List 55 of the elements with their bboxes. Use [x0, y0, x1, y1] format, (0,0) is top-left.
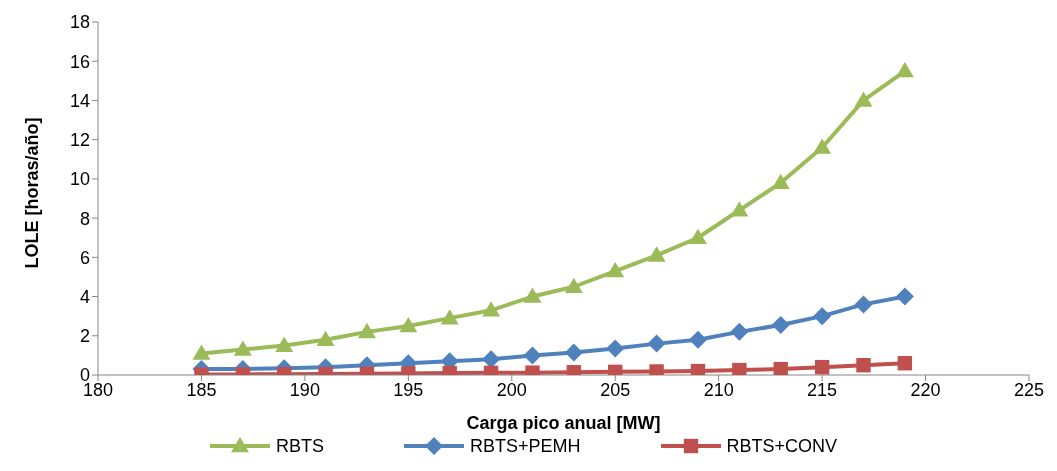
- y-tick-label: 4: [79, 286, 90, 307]
- x-tick-label: 215: [807, 379, 838, 400]
- x-tick-label: 225: [1013, 379, 1045, 400]
- y-tick-label: 8: [79, 208, 90, 229]
- y-tick-label: 14: [69, 90, 90, 111]
- point: [771, 173, 790, 190]
- y-axis-title: LOLE [horas/año]: [22, 117, 43, 269]
- point: [813, 307, 832, 326]
- point: [482, 301, 501, 317]
- point: [771, 315, 790, 334]
- legend-label: RBTS: [275, 435, 324, 457]
- x-tick-label: 205: [600, 379, 631, 400]
- point: [523, 346, 542, 365]
- point: [732, 362, 747, 375]
- point: [316, 330, 335, 346]
- legend-label: RBTS+CONV: [726, 435, 838, 457]
- y-tick-label: 2: [79, 326, 90, 347]
- point: [688, 228, 707, 245]
- point: [440, 309, 459, 325]
- point: [233, 340, 252, 356]
- point: [192, 344, 211, 360]
- x-axis-title: Carga pico anual [MW]: [466, 413, 661, 433]
- x-tick-label: 210: [703, 379, 734, 400]
- x-tick-label: 195: [393, 379, 424, 400]
- point: [357, 322, 376, 339]
- x-tick-label: 190: [289, 379, 320, 400]
- point: [275, 336, 294, 352]
- point: [856, 357, 871, 373]
- y-tick-label: 10: [69, 169, 90, 190]
- point: [730, 201, 749, 217]
- point: [647, 246, 666, 262]
- point: [854, 91, 873, 107]
- point: [688, 330, 707, 349]
- point: [773, 361, 788, 375]
- point: [895, 287, 914, 306]
- point: [854, 295, 873, 314]
- point: [897, 356, 913, 371]
- x-tick-label: 200: [496, 379, 527, 400]
- point: [606, 339, 625, 358]
- point: [399, 316, 418, 333]
- y-tick-label: 18: [69, 12, 90, 33]
- point: [814, 359, 830, 375]
- y-tick-label: 12: [69, 130, 90, 151]
- x-tick-label: 220: [910, 379, 941, 400]
- y-tick-label: 16: [69, 51, 90, 72]
- x-tick-label: 185: [186, 379, 217, 400]
- point: [523, 287, 542, 303]
- point: [647, 334, 666, 353]
- point: [813, 138, 832, 154]
- point: [564, 277, 583, 294]
- y-tick-label: 6: [79, 247, 90, 268]
- legend-label: RBTS+PEMH: [469, 435, 581, 457]
- point: [564, 343, 583, 362]
- point: [730, 322, 749, 341]
- point: [606, 262, 625, 278]
